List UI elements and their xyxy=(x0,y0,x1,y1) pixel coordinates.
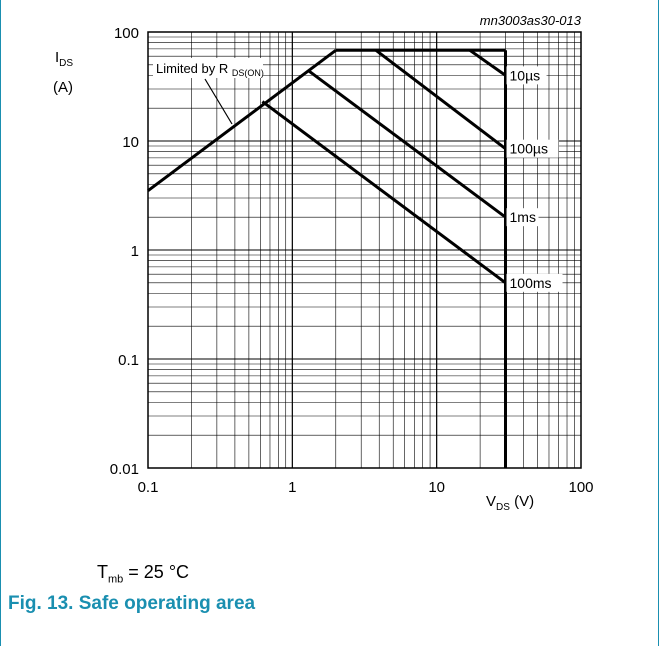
chart-grid xyxy=(147,31,582,469)
y-axis-unit: (A) xyxy=(53,79,73,96)
rds-on-limit-line xyxy=(147,49,337,192)
x-tick-label: 1 xyxy=(288,479,296,496)
series-label-bg xyxy=(506,139,559,158)
plot-border xyxy=(147,31,582,469)
y-tick-label: 0.01 xyxy=(110,461,139,478)
soa-line-100s xyxy=(375,49,507,150)
y-tick-label: 0.1 xyxy=(118,352,139,369)
series-label-100ms: 100ms xyxy=(510,275,552,291)
test-condition: Tmb = 25 °C xyxy=(97,562,190,586)
y-tick-label: 10 xyxy=(122,134,139,151)
figure-title: Fig. 13. Safe operating area xyxy=(8,593,256,614)
x-tick-label: 100 xyxy=(568,479,593,496)
chart-labels: mn3003as30-013 IDS (A) VDS (V) 10µs 100µs 1ms 1… xyxy=(53,13,582,513)
series-label-100s: 100µs xyxy=(510,141,548,157)
x-axis-label: VDS (V) xyxy=(486,493,534,513)
x-tick-label: 0.1 xyxy=(138,479,159,496)
series-label-bg xyxy=(506,273,563,292)
series-label-10s: 10µs xyxy=(510,67,541,83)
annotation-bg xyxy=(153,58,263,78)
x-tick-label: 10 xyxy=(428,479,445,496)
soa-line-10s xyxy=(469,49,507,77)
soa-line-1ms xyxy=(307,69,507,219)
series-label-1ms: 1ms xyxy=(510,209,536,225)
y-tick-label: 100 xyxy=(114,25,139,42)
soa-line-100ms xyxy=(261,100,507,285)
figure-ref-id: mn3003as30-013 xyxy=(480,13,582,28)
y-axis-label: IDS xyxy=(55,49,73,69)
annotation-leader-line xyxy=(204,78,233,125)
y-tick-label: 1 xyxy=(131,243,139,260)
series-label-bg xyxy=(506,208,539,227)
series-label-bg xyxy=(506,66,547,85)
annotation-limited-by-rds: Limited by R DS(ON) xyxy=(156,61,264,78)
chart-lines xyxy=(147,48,507,468)
